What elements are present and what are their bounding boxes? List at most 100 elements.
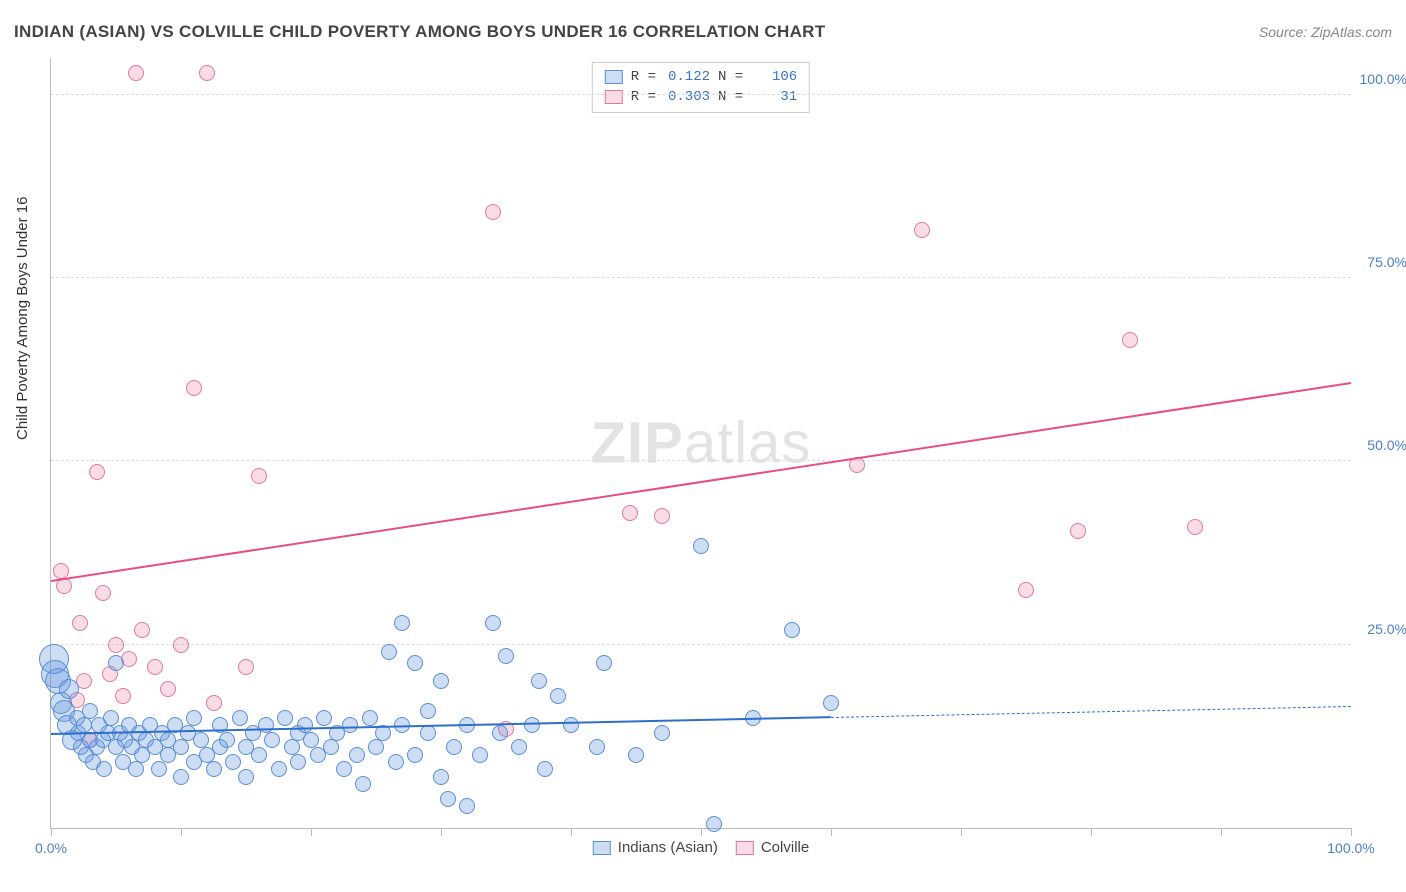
r-label: R = bbox=[631, 87, 656, 107]
scatter-point-pink bbox=[108, 637, 124, 653]
scatter-point-blue bbox=[784, 622, 800, 638]
scatter-point-blue bbox=[290, 754, 306, 770]
scatter-point-blue bbox=[349, 747, 365, 763]
scatter-point-blue bbox=[303, 732, 319, 748]
scatter-plot: ZIPatlas R = 0.122 N = 106 R = 0.303 N =… bbox=[50, 58, 1351, 829]
scatter-point-blue bbox=[563, 717, 579, 733]
chart-title: INDIAN (ASIAN) VS COLVILLE CHILD POVERTY… bbox=[14, 22, 825, 42]
scatter-point-blue bbox=[388, 754, 404, 770]
scatter-point-pink bbox=[72, 615, 88, 631]
scatter-point-pink bbox=[115, 688, 131, 704]
scatter-point-blue bbox=[103, 710, 119, 726]
watermark-bold: ZIP bbox=[591, 411, 684, 476]
x-tick bbox=[181, 828, 182, 836]
swatch-icon bbox=[605, 90, 623, 104]
watermark: ZIPatlas bbox=[591, 410, 812, 477]
scatter-point-blue bbox=[316, 710, 332, 726]
scatter-point-pink bbox=[238, 659, 254, 675]
scatter-point-blue bbox=[420, 725, 436, 741]
scatter-point-blue bbox=[258, 717, 274, 733]
scatter-point-pink bbox=[173, 637, 189, 653]
r-label: R = bbox=[631, 67, 656, 87]
scatter-point-blue bbox=[355, 776, 371, 792]
scatter-point-pink bbox=[89, 464, 105, 480]
scatter-point-blue bbox=[823, 695, 839, 711]
legend-item-pink: Colville bbox=[736, 839, 809, 856]
scatter-point-pink bbox=[95, 585, 111, 601]
y-tick-label: 100.0% bbox=[1357, 71, 1406, 87]
x-tick-label: 0.0% bbox=[35, 840, 67, 856]
gridline bbox=[51, 94, 1351, 95]
swatch-icon bbox=[736, 841, 754, 855]
x-tick bbox=[1351, 828, 1352, 836]
scatter-point-pink bbox=[251, 468, 267, 484]
scatter-point-blue bbox=[82, 703, 98, 719]
scatter-point-blue bbox=[193, 732, 209, 748]
scatter-point-blue bbox=[420, 703, 436, 719]
scatter-point-pink bbox=[160, 681, 176, 697]
x-tick bbox=[441, 828, 442, 836]
x-tick bbox=[1221, 828, 1222, 836]
gridline bbox=[51, 277, 1351, 278]
scatter-point-blue bbox=[537, 761, 553, 777]
watermark-light: atlas bbox=[684, 411, 812, 476]
scatter-point-blue bbox=[485, 615, 501, 631]
x-tick bbox=[311, 828, 312, 836]
scatter-point-pink bbox=[134, 622, 150, 638]
scatter-point-blue bbox=[368, 739, 384, 755]
stats-legend-row-pink: R = 0.303 N = 31 bbox=[605, 87, 797, 107]
scatter-point-pink bbox=[1187, 519, 1203, 535]
scatter-point-blue bbox=[440, 791, 456, 807]
x-tick bbox=[831, 828, 832, 836]
trendline bbox=[831, 706, 1351, 718]
x-tick bbox=[51, 828, 52, 836]
scatter-point-blue bbox=[76, 717, 92, 733]
scatter-point-pink bbox=[654, 508, 670, 524]
scatter-point-blue bbox=[433, 673, 449, 689]
chart-header: INDIAN (ASIAN) VS COLVILLE CHILD POVERTY… bbox=[14, 22, 1392, 42]
n-label: N = bbox=[718, 67, 743, 87]
scatter-point-blue bbox=[524, 717, 540, 733]
x-tick bbox=[961, 828, 962, 836]
scatter-point-pink bbox=[622, 505, 638, 521]
y-tick-label: 75.0% bbox=[1357, 254, 1406, 270]
x-tick bbox=[1091, 828, 1092, 836]
scatter-point-blue bbox=[459, 798, 475, 814]
scatter-point-blue bbox=[706, 816, 722, 832]
series-legend: Indians (Asian) Colville bbox=[593, 839, 809, 856]
legend-item-blue: Indians (Asian) bbox=[593, 839, 718, 856]
scatter-point-blue bbox=[362, 710, 378, 726]
r-value: 0.303 bbox=[664, 87, 710, 107]
source-value: ZipAtlas.com bbox=[1311, 24, 1392, 40]
scatter-point-blue bbox=[271, 761, 287, 777]
scatter-point-blue bbox=[225, 754, 241, 770]
scatter-point-blue bbox=[264, 732, 280, 748]
y-axis-title: Child Poverty Among Boys Under 16 bbox=[14, 197, 31, 440]
scatter-point-blue bbox=[277, 710, 293, 726]
n-value: 31 bbox=[751, 87, 797, 107]
scatter-point-blue bbox=[186, 710, 202, 726]
scatter-point-blue bbox=[297, 717, 313, 733]
scatter-point-blue bbox=[654, 725, 670, 741]
scatter-point-blue bbox=[323, 739, 339, 755]
stats-legend: R = 0.122 N = 106 R = 0.303 N = 31 bbox=[592, 62, 810, 113]
scatter-point-blue bbox=[381, 644, 397, 660]
scatter-point-blue bbox=[407, 655, 423, 671]
scatter-point-blue bbox=[96, 761, 112, 777]
scatter-point-blue bbox=[394, 615, 410, 631]
scatter-point-pink bbox=[128, 65, 144, 81]
scatter-point-blue bbox=[206, 761, 222, 777]
scatter-point-blue bbox=[693, 538, 709, 554]
x-tick-label: 100.0% bbox=[1327, 840, 1374, 856]
legend-label: Indians (Asian) bbox=[618, 839, 718, 856]
scatter-point-pink bbox=[1070, 523, 1086, 539]
scatter-point-blue bbox=[531, 673, 547, 689]
scatter-point-blue bbox=[219, 732, 235, 748]
source-label: Source: bbox=[1259, 24, 1307, 40]
scatter-point-blue bbox=[589, 739, 605, 755]
scatter-point-blue bbox=[151, 761, 167, 777]
scatter-point-blue bbox=[511, 739, 527, 755]
swatch-icon bbox=[605, 70, 623, 84]
gridline bbox=[51, 644, 1351, 645]
scatter-point-blue bbox=[550, 688, 566, 704]
